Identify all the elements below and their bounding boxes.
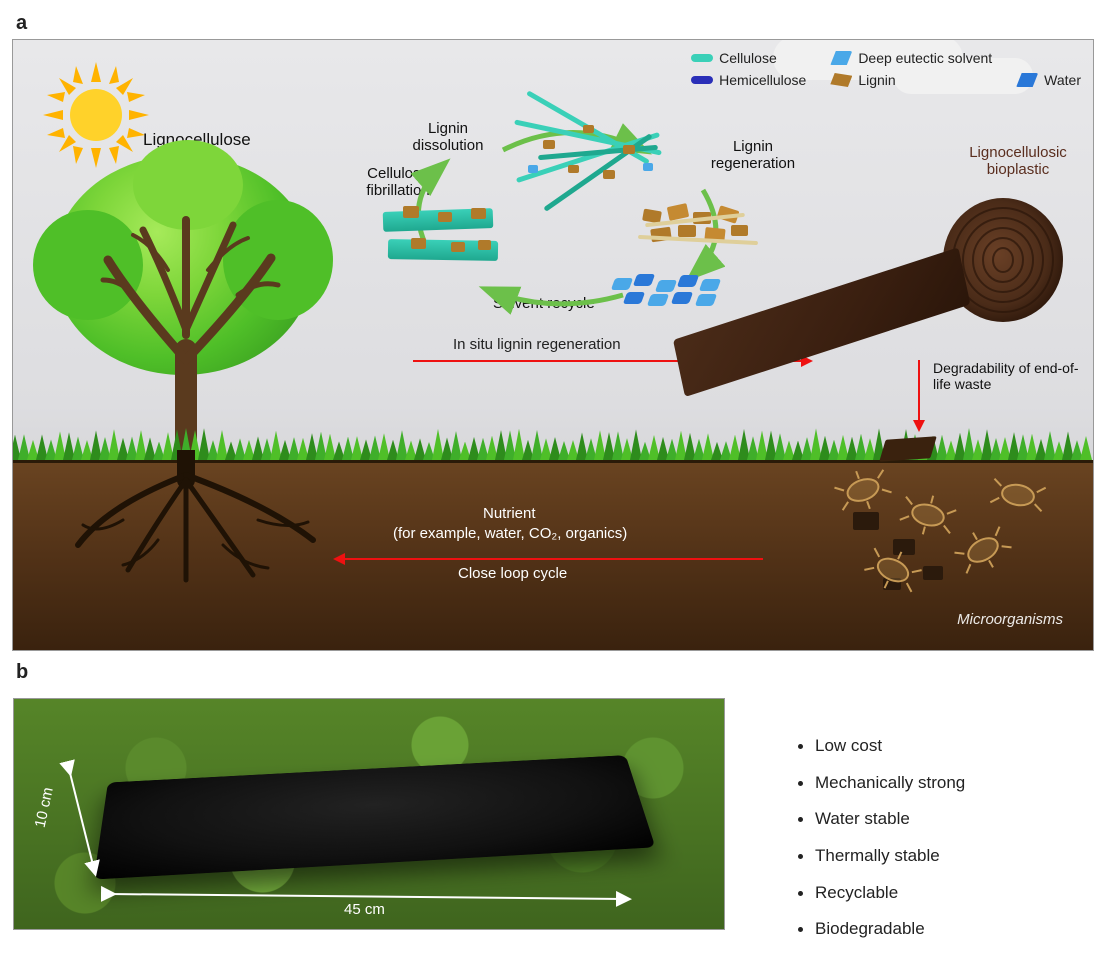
legend: Cellulose Deep eutectic solvent Hemicell… bbox=[691, 50, 1081, 88]
list-item: Recyclable bbox=[815, 874, 965, 911]
label-nutrient-1: Nutrient bbox=[483, 505, 536, 522]
degraded-piece bbox=[879, 436, 937, 461]
microbe-icon bbox=[833, 460, 1053, 620]
legend-item: Cellulose bbox=[691, 50, 806, 66]
legend-item: Deep eutectic solvent bbox=[830, 50, 992, 66]
legend-item: Lignin bbox=[830, 72, 992, 88]
stage-network bbox=[513, 115, 673, 195]
list-item: Water stable bbox=[815, 800, 965, 837]
panel-a-label: a bbox=[16, 12, 1096, 35]
label-nutrient-2: (for example, water, CO₂, organics) bbox=[393, 525, 627, 542]
label-close-loop: Close loop cycle bbox=[458, 565, 567, 582]
legend-label: Water bbox=[1044, 72, 1081, 88]
legend-label: Lignin bbox=[858, 72, 895, 88]
panel-a: Cellulose Deep eutectic solvent Hemicell… bbox=[12, 39, 1094, 651]
legend-item: Hemicellulose bbox=[691, 72, 806, 88]
stage-solvent bbox=[613, 270, 733, 310]
list-item: Mechanically strong bbox=[815, 764, 965, 801]
legend-label: Deep eutectic solvent bbox=[858, 50, 992, 66]
dimension-lines bbox=[14, 699, 724, 929]
stage-aggregate bbox=[633, 200, 763, 270]
label-degradability: Degradability of end-of-life waste bbox=[933, 360, 1083, 392]
list-item: Biodegradable bbox=[815, 910, 965, 947]
legend-item: Water bbox=[1016, 72, 1081, 88]
properties-list: Low cost Mechanically strong Water stabl… bbox=[775, 715, 965, 947]
dim-width-label: 45 cm bbox=[344, 901, 385, 918]
label-in-situ: In situ lignin regeneration bbox=[453, 336, 621, 353]
stage-bundles bbox=[383, 200, 503, 270]
label-bioplastic: Lignocellulosic bioplastic bbox=[953, 144, 1083, 178]
list-item: Low cost bbox=[815, 727, 965, 764]
sun-icon bbox=[41, 60, 151, 175]
panel-b: 10 cm 45 cm Low cost Mechanically strong… bbox=[13, 698, 1093, 964]
list-item: Thermally stable bbox=[815, 837, 965, 874]
panel-b-label: b bbox=[16, 661, 1096, 684]
legend-label: Hemicellulose bbox=[719, 72, 806, 88]
sample-photo: 10 cm 45 cm bbox=[13, 698, 725, 930]
legend-label: Cellulose bbox=[719, 50, 777, 66]
figure: a bbox=[0, 0, 1106, 974]
roots-icon bbox=[68, 450, 328, 590]
